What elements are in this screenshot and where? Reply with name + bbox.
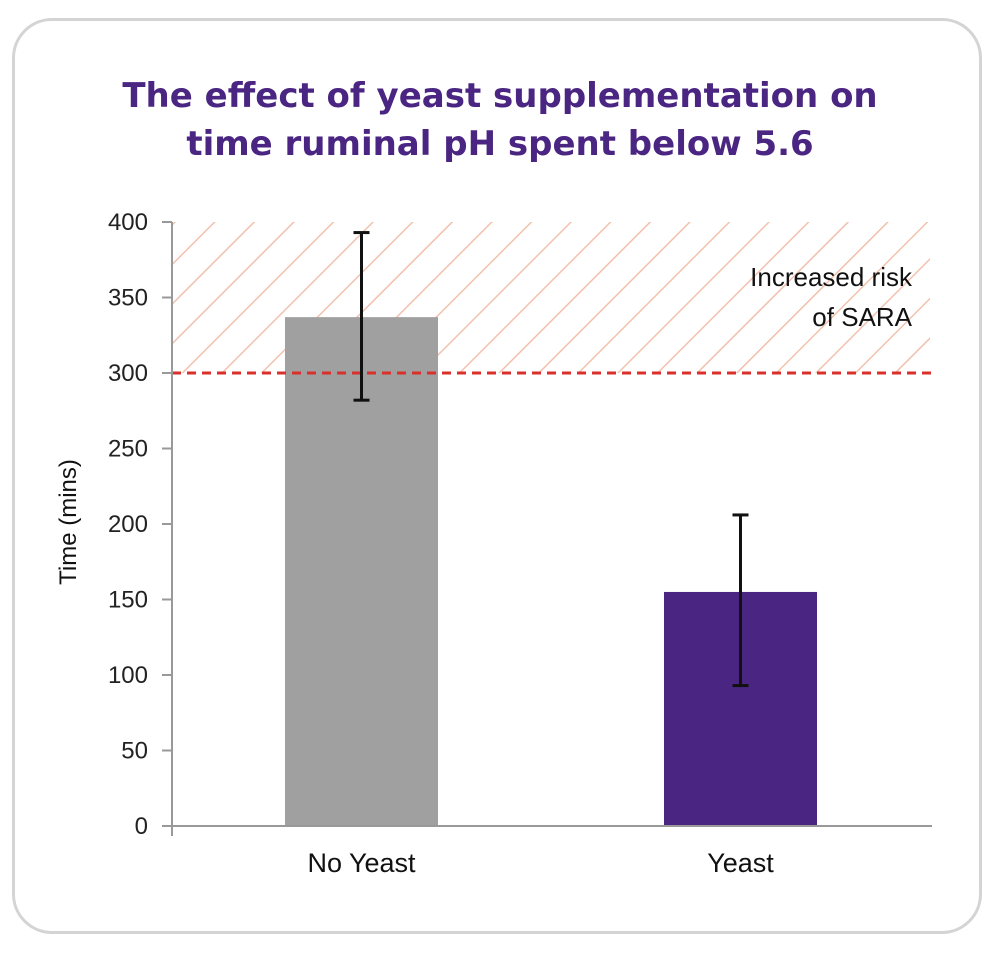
y-tick-label-350: 350	[108, 285, 148, 312]
y-tick-label-50: 50	[121, 738, 148, 765]
y-tick-label-150: 150	[108, 587, 148, 614]
x-tick-label-0: No Yeast	[307, 848, 416, 878]
chart-title-line-1: The effect of yeast supplementation on	[122, 76, 878, 116]
error-bar-1	[732, 513, 749, 688]
y-tick-label-200: 200	[108, 511, 148, 538]
error-bar-0	[353, 231, 370, 402]
y-tick-label-100: 100	[108, 662, 148, 689]
chart-title-line-2: time ruminal pH spent below 5.6	[186, 124, 814, 164]
chart-card	[12, 18, 982, 934]
risk-annotation-line-1: Increased risk	[750, 262, 913, 292]
risk-annotation-line-2: of SARA	[812, 302, 912, 332]
y-tick-label-300: 300	[108, 360, 148, 387]
chart-title: The effect of yeast supplementation on t…	[0, 72, 1000, 168]
x-tick-label-1: Yeast	[707, 848, 774, 878]
y-axis-label: Time (mins)	[55, 459, 82, 585]
bar-0	[285, 317, 438, 826]
y-tick-label-250: 250	[108, 436, 148, 463]
y-tick-label-400: 400	[108, 209, 148, 236]
y-tick-label-0: 0	[135, 813, 148, 840]
